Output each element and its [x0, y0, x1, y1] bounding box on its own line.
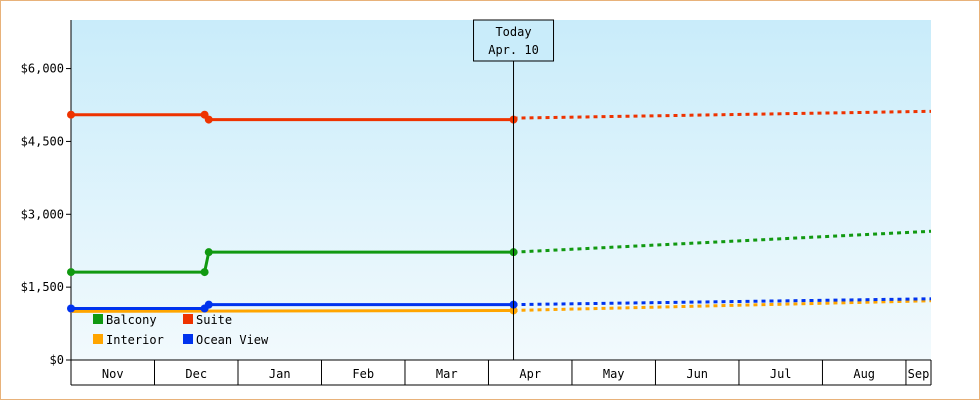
data-point: [67, 110, 75, 119]
data-point: [200, 268, 209, 277]
x-month-label: Mar: [436, 367, 458, 381]
legend-label: Interior: [106, 333, 164, 347]
forecast-line-interior: [513, 299, 932, 312]
forecast-line-balcony: [513, 229, 932, 254]
y-tick-label: $6,000: [21, 62, 64, 76]
data-point: [204, 248, 213, 257]
x-month-label: Nov: [102, 367, 124, 381]
x-month-label: Feb: [352, 367, 374, 381]
y-tick-label: $1,500: [21, 280, 64, 294]
today-box: [473, 19, 555, 62]
legend-swatch: [93, 314, 103, 324]
x-month-label: Aug: [853, 367, 875, 381]
legend-swatch: [183, 334, 193, 344]
data-point: [67, 304, 75, 313]
x-month-label: Apr: [519, 367, 541, 381]
x-month-label: Dec: [185, 367, 207, 381]
x-month-label: Jun: [686, 367, 708, 381]
legend-swatch: [93, 334, 103, 344]
data-point: [204, 115, 213, 124]
x-month-label: Jan: [269, 367, 291, 381]
forecast-line-ocean-view: [513, 297, 932, 307]
y-tick-label: $3,000: [21, 207, 64, 221]
data-point: [204, 300, 213, 309]
x-month-label: May: [603, 367, 625, 381]
x-month-label: Sep: [908, 367, 930, 381]
legend-label: Suite: [196, 313, 232, 327]
today-label: Today: [495, 25, 531, 39]
today-date: Apr. 10: [488, 43, 539, 57]
y-tick-label: $0: [50, 353, 64, 367]
forecast-line-suite: [513, 109, 932, 120]
legend-label: Balcony: [106, 313, 157, 327]
series-line-interior: [70, 308, 514, 313]
legend-swatch: [183, 314, 193, 324]
x-month-label: Jul: [770, 367, 792, 381]
y-tick-label: $4,500: [21, 134, 64, 148]
series-line-balcony: [71, 250, 514, 274]
legend-label: Ocean View: [196, 333, 269, 347]
data-point: [67, 268, 75, 277]
